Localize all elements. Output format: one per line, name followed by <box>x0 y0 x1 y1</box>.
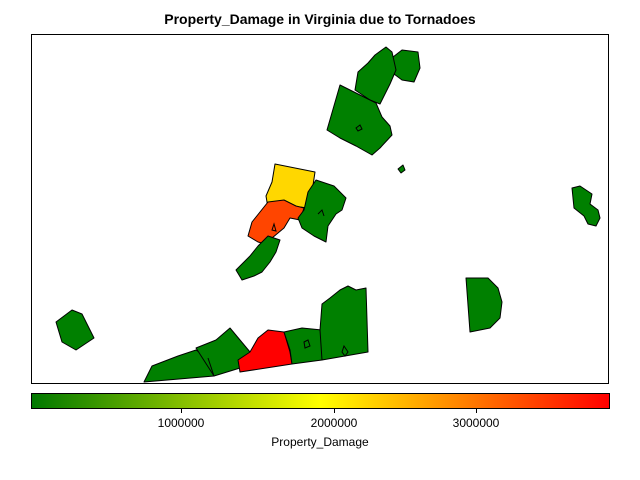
colorbar-tick <box>476 409 477 413</box>
colorbar-tick-label: 3000000 <box>452 416 500 430</box>
colorbar-tick <box>334 409 335 413</box>
county-boundary-line <box>303 339 311 349</box>
county-region[interactable] <box>354 46 397 105</box>
colorbar-tick <box>181 409 182 413</box>
county-boundary-line <box>207 357 215 377</box>
map-title: Property_Damage in Virginia due to Torna… <box>164 11 476 27</box>
county-region[interactable] <box>235 235 281 281</box>
county-region[interactable] <box>465 277 503 333</box>
county-region[interactable] <box>397 164 406 174</box>
county-region[interactable] <box>55 309 95 351</box>
county-boundary-line <box>317 209 325 217</box>
county-region[interactable] <box>571 185 601 227</box>
county-region[interactable] <box>392 49 421 83</box>
county-region[interactable] <box>326 84 393 156</box>
county-region[interactable] <box>247 199 305 245</box>
county-boundary-line <box>341 344 349 357</box>
color-scale-bar <box>31 393 610 409</box>
colorbar-title: Property_Damage <box>271 435 369 449</box>
colorbar-tick-label: 1000000 <box>157 416 205 430</box>
colorbar-tick-label: 2000000 <box>310 416 358 430</box>
county-boundary-line <box>271 222 277 232</box>
county-region[interactable] <box>319 285 369 361</box>
county-boundary-line <box>355 124 363 132</box>
